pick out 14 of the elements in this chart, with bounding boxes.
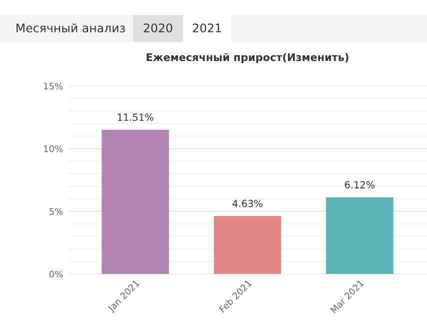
y-tick-label: 5% — [50, 208, 63, 215]
bar — [214, 216, 282, 274]
data-label: 11.51% — [118, 114, 154, 121]
y-tick-label: 15% — [44, 82, 63, 90]
text: Месячный анализ — [16, 23, 125, 32]
data-label: 4.63% — [232, 200, 262, 208]
bar — [102, 130, 169, 274]
text: 2020 — [144, 23, 172, 32]
y-tick-label: 10% — [44, 145, 63, 152]
bar — [326, 197, 394, 274]
text: 2021 — [192, 23, 221, 32]
data-label: 6.12% — [344, 181, 375, 188]
chart-title: Ежемесячный прирост(Изменить) — [146, 53, 348, 64]
y-tick-label: 0% — [49, 270, 63, 278]
